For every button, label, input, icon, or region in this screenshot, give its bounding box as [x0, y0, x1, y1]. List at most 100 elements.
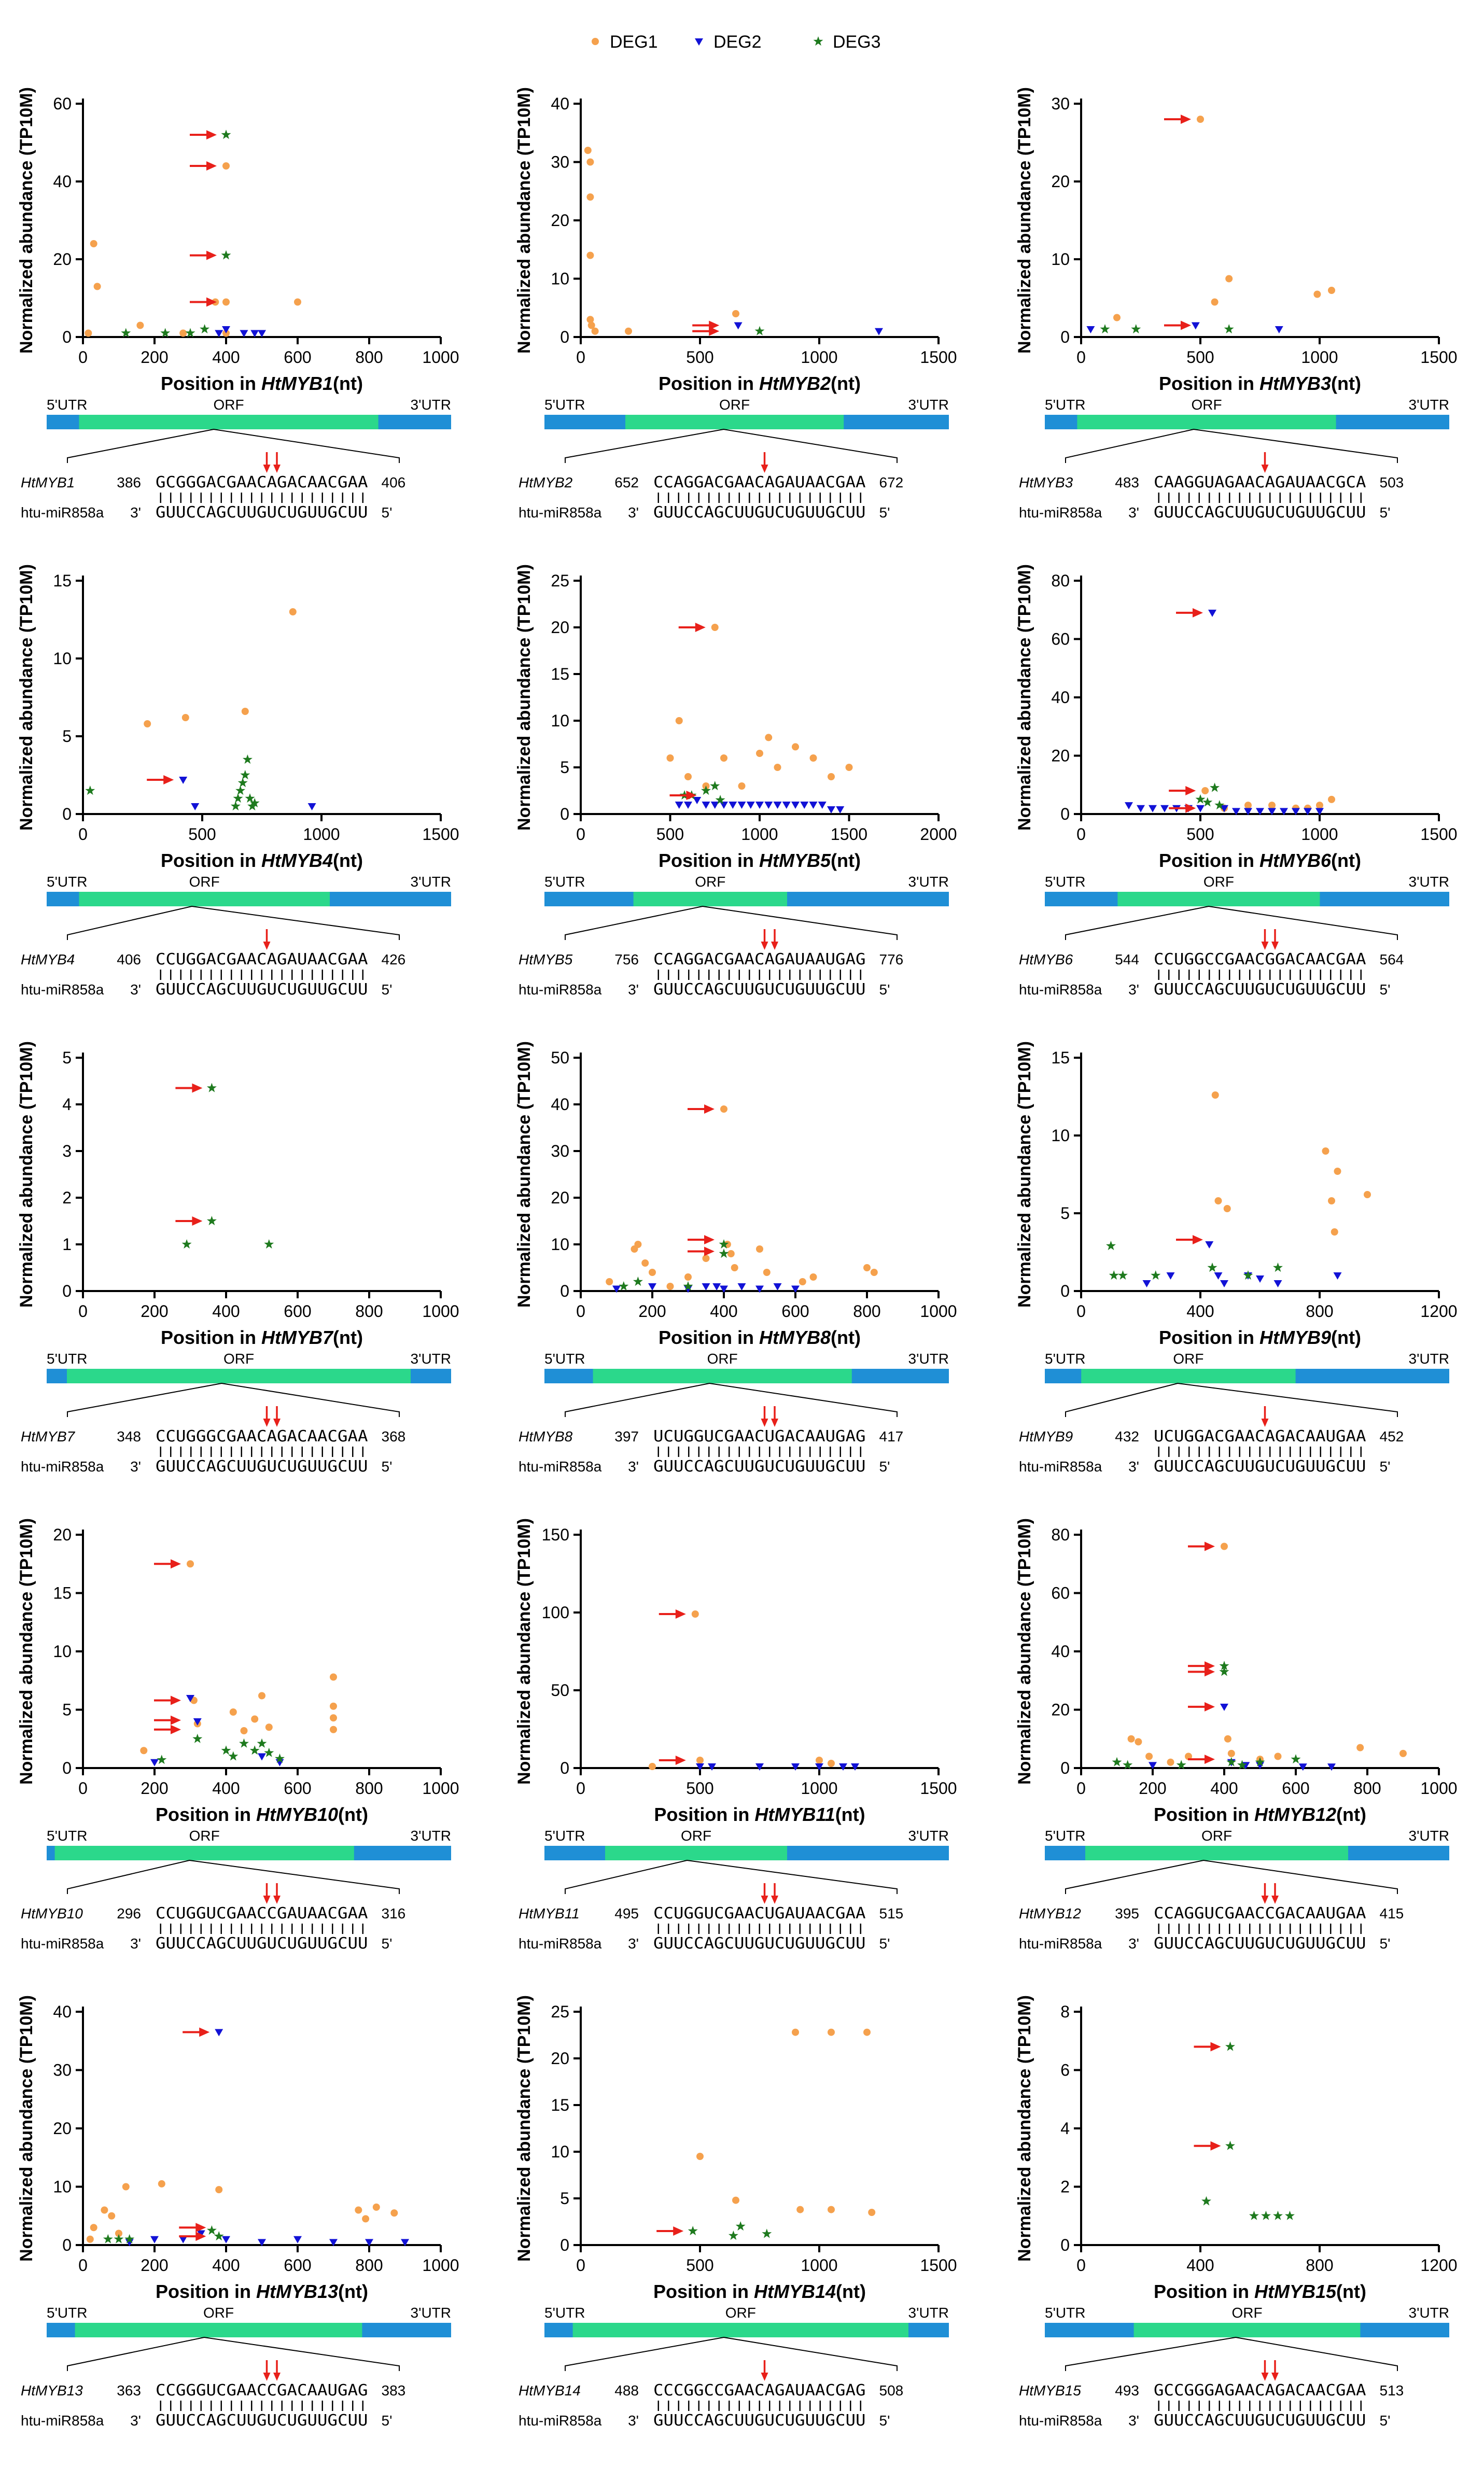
- y-tick-label: 20: [53, 2119, 72, 2138]
- mrna-sequence: CCUGGUCGAACCGAUAACGAA: [156, 1904, 368, 1923]
- data-point-deg1: [828, 1760, 835, 1767]
- red-arrow-head: [1185, 786, 1196, 795]
- data-point-deg2: [612, 1285, 621, 1293]
- utr3-label: 3'UTR: [411, 1828, 451, 1844]
- data-point-deg1: [1331, 1228, 1338, 1236]
- data-point-deg1: [390, 2209, 398, 2217]
- data-point-deg1: [586, 316, 594, 324]
- y-tick-label: 40: [551, 1095, 569, 1114]
- data-point-deg3: [1207, 1263, 1217, 1272]
- x-axis-label-gene: HtMYB7: [261, 1327, 334, 1348]
- utr5-label: 5'UTR: [47, 397, 87, 413]
- data-point-deg2: [1149, 1762, 1157, 1770]
- site-gene-name: HtMYB3: [1019, 474, 1073, 490]
- x-tick-label: 1000: [1301, 348, 1338, 367]
- data-point-deg1: [711, 624, 719, 631]
- x-tick-label: 500: [1186, 348, 1214, 367]
- data-point-deg3: [1285, 2210, 1295, 2220]
- red-arrow-head: [192, 1216, 203, 1226]
- red-arrow-head: [206, 297, 217, 307]
- x-tick-label: 400: [212, 2256, 240, 2275]
- y-tick-label: 10: [551, 711, 569, 730]
- x-tick-label: 800: [853, 1302, 880, 1321]
- y-tick-label: 0: [1060, 2236, 1070, 2254]
- data-point-deg2: [215, 330, 223, 338]
- mirna-sequence: GUUCCAGCUUGUCUGUUGCUU: [156, 503, 368, 522]
- red-arrow-head: [1210, 2141, 1221, 2151]
- orf-label: ORF: [203, 2305, 234, 2321]
- y-tick-label: 20: [551, 2049, 569, 2068]
- panel-htmyb7: 0 1 2 3 4 5 0 200 400 600 800 1000 Normalized abunda…: [17, 1041, 459, 1476]
- y-axis-label: Normalized abundance (TP10M): [1015, 1518, 1034, 1785]
- legend-marker-deg2: [695, 38, 703, 46]
- data-point-deg1: [1227, 1749, 1235, 1757]
- data-point-deg1: [649, 1763, 656, 1770]
- data-point-deg1: [265, 1723, 273, 1731]
- zoom-bracket: [565, 1382, 898, 1417]
- y-tick-label: 0: [560, 328, 569, 346]
- y-tick-label: 0: [62, 805, 72, 823]
- data-point-deg2: [258, 2239, 266, 2247]
- data-point-deg1: [586, 158, 594, 166]
- data-point-deg1: [330, 1714, 337, 1722]
- data-point-deg1: [809, 754, 817, 762]
- data-point-deg3: [1106, 1241, 1116, 1251]
- orf-label: ORF: [1173, 1351, 1203, 1367]
- data-point-deg1: [696, 1757, 704, 1764]
- utr5-label: 5'UTR: [47, 1351, 87, 1367]
- data-point-deg1: [1316, 802, 1323, 809]
- data-point-deg1: [1244, 802, 1252, 809]
- y-tick-label: 20: [551, 211, 569, 230]
- data-point-deg2: [851, 1763, 859, 1771]
- data-point-deg3: [1210, 782, 1220, 792]
- mrna-sequence: CCGGGUCGAACCGACAAUGAG: [156, 2381, 368, 2400]
- red-arrow-head: [1193, 1235, 1203, 1244]
- x-tick-label: 1000: [422, 348, 459, 367]
- data-point-deg3: [1225, 2140, 1235, 2150]
- panel-htmyb9: 0 5 10 15 0 400 800 1200 Normalized abundance (T…: [1015, 1041, 1458, 1476]
- y-tick-label: 5: [62, 1048, 72, 1067]
- data-point-deg1: [625, 327, 632, 335]
- data-point-deg1: [870, 1269, 878, 1276]
- red-arrow-head: [1205, 1541, 1215, 1551]
- x-tick-label: 500: [686, 348, 713, 367]
- y-tick-label: 30: [53, 2061, 72, 2080]
- data-point-deg2: [1166, 1272, 1175, 1280]
- x-axis-label-gene: HtMYB3: [1259, 373, 1331, 394]
- data-point-deg3: [275, 1754, 285, 1763]
- gene-bar-orf: [1077, 415, 1336, 429]
- mirna-name: htu-miR858a: [21, 2413, 104, 2429]
- x-tick-label: 200: [141, 348, 168, 367]
- x-tick-label: 800: [355, 348, 383, 367]
- data-point-deg1: [86, 2235, 94, 2243]
- mrna-sequence: GCCGGGAGAACAGACAACGAA: [1154, 2381, 1366, 2400]
- data-point-deg1: [1223, 1205, 1231, 1212]
- site-end: 383: [382, 2382, 406, 2399]
- data-point-deg2: [737, 1283, 746, 1291]
- cleavage-arrow-head: [263, 1419, 271, 1427]
- site-start: 406: [117, 951, 141, 967]
- y-tick-label: 15: [551, 665, 569, 683]
- red-arrow-head: [192, 1083, 203, 1093]
- gene-bar-orf: [572, 2323, 908, 2337]
- cleavage-arrow-head: [771, 942, 778, 950]
- data-point-deg2: [782, 802, 791, 809]
- data-point-deg1: [222, 298, 230, 306]
- data-point-deg3: [206, 1083, 217, 1092]
- data-point-deg1: [222, 162, 230, 170]
- red-arrow-head: [171, 1724, 181, 1734]
- x-tick-label: 1500: [422, 825, 459, 844]
- x-axis-label-prefix: Position in: [654, 1804, 754, 1825]
- x-axis-label-suffix: (nt): [835, 1804, 865, 1825]
- red-arrow-head: [171, 1559, 181, 1569]
- data-point-deg2: [693, 797, 702, 804]
- data-point-deg3: [206, 1216, 217, 1226]
- x-axis-label-gene: HtMYB12: [1254, 1804, 1336, 1825]
- gene-bar-orf: [593, 1369, 852, 1383]
- mirna-5prime: 5': [1380, 1459, 1391, 1475]
- y-tick-label: 20: [1051, 1701, 1070, 1719]
- data-point-deg3: [185, 328, 195, 338]
- data-point-deg3: [264, 1239, 274, 1249]
- orf-label: ORF: [725, 2305, 756, 2321]
